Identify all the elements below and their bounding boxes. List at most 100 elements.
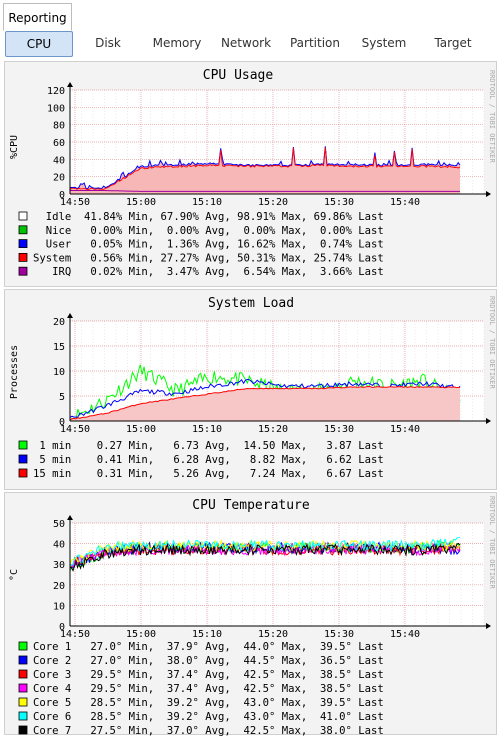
chart-title: CPU Usage: [203, 68, 274, 83]
y-tick-label: 5: [59, 392, 65, 403]
y-axis-arrow: [67, 515, 73, 520]
y-tick-label: 40: [53, 540, 65, 551]
legend-entry: Core 2 27.0° Min, 38.0° Avg, 44.5° Max, …: [33, 655, 384, 667]
legend-swatch: [18, 454, 28, 464]
legend-entry: Idle 41.84% Min, 67.90% Avg, 98.91% Max,…: [33, 211, 384, 223]
legend-swatch: [18, 655, 28, 665]
x-tick-label: 15:40: [390, 629, 420, 640]
grid: [69, 89, 485, 195]
cpu-usage-panel: CPU Usage RRDTOOL / TOBI OETIKER %CPU 14…: [4, 61, 497, 287]
cpu-temperature-panel: CPU Temperature RRDTOOL / TOBI OETIKER °…: [4, 492, 497, 737]
legend: 1 min 0.27 Min, 6.73 Avg, 14.50 Max, 3.8…: [18, 440, 384, 480]
x-tick-label: 15:20: [258, 197, 288, 208]
system-load-panel: System Load RRDTOOL / TOBI OETIKER Proce…: [4, 289, 497, 490]
series-1-min: [69, 364, 461, 422]
x-axis-arrow: [486, 623, 491, 629]
y-tick-label: 30: [53, 560, 65, 571]
legend-swatch: [18, 725, 28, 735]
legend: Core 1 27.0° Min, 37.9° Avg, 44.0° Max, …: [18, 641, 384, 737]
legend-entry: 5 min 0.41 Min, 6.28 Avg, 8.82 Max, 6.62…: [33, 454, 384, 466]
tab-reporting[interactable]: Reporting: [3, 3, 72, 31]
legend-entry: 1 min 0.27 Min, 6.73 Avg, 14.50 Max, 3.8…: [33, 440, 384, 452]
x-tick-label: 15:10: [192, 629, 222, 640]
legend-swatch: [18, 711, 28, 721]
legend-swatch: [18, 697, 28, 707]
legend-entry: IRQ 0.02% Min, 3.47% Avg, 6.54% Max, 3.6…: [33, 266, 384, 278]
series-irq: [70, 190, 460, 192]
chart-title: CPU Temperature: [192, 498, 310, 513]
y-tick-label: 100: [47, 103, 65, 114]
legend-swatch: [18, 239, 28, 249]
subtab-target[interactable]: Target: [434, 36, 472, 50]
subtab-cpu[interactable]: CPU: [5, 31, 73, 57]
series-system: [69, 147, 461, 191]
y-axis-label: °C: [9, 569, 20, 581]
watermark: RRDTOOL / TOBI OETIKER: [488, 296, 496, 390]
legend-swatch: [18, 266, 28, 276]
axes: 14:50 15:00 15:10 15:20 15:30 15:40 0 20 40 60 80 1…: [47, 82, 491, 208]
series-layer: [69, 146, 461, 194]
series-core-6: [69, 536, 461, 568]
legend-entry: Core 7 27.5° Min, 37.0° Avg, 42.5° Max, …: [33, 725, 384, 736]
y-tick-label: 20: [53, 317, 65, 328]
y-axis-arrow: [67, 82, 73, 87]
y-tick-label: 0: [59, 417, 65, 428]
legend-swatch: [18, 225, 28, 235]
y-tick-label: 15: [53, 342, 65, 353]
subtab-memory[interactable]: Memory: [152, 36, 202, 50]
legend-swatch: [18, 440, 28, 450]
axes: 14:50 15:00 15:10 15:20 15:30 15:40 0 5 10 15 20: [53, 313, 491, 435]
y-tick-label: 20: [53, 581, 65, 592]
system-load-chart: System Load RRDTOOL / TOBI OETIKER Proce…: [9, 296, 496, 480]
legend-swatch: [18, 211, 28, 221]
x-tick-label: 15:40: [390, 197, 420, 208]
x-tick-label: 14:50: [60, 197, 90, 208]
watermark: RRDTOOL / TOBI OETIKER: [488, 70, 496, 164]
legend-swatch: [18, 669, 28, 679]
reporting-subtabs: CPU Disk Memory Network Partition System…: [0, 31, 500, 59]
watermark: RRDTOOL / TOBI OETIKER: [488, 496, 496, 590]
x-tick-label: 15:20: [258, 629, 288, 640]
legend-entry: 15 min 0.31 Min, 5.26 Avg, 7.24 Max, 6.6…: [33, 468, 384, 480]
y-tick-label: 50: [53, 519, 65, 530]
y-tick-label: 120: [47, 86, 65, 97]
x-axis-arrow: [486, 418, 491, 424]
x-tick-label: 15:30: [324, 424, 354, 435]
series-layer: [69, 536, 461, 572]
subtab-disk[interactable]: Disk: [95, 36, 121, 50]
legend-entry: User 0.05% Min, 1.36% Avg, 16.62% Max, 0…: [33, 239, 384, 251]
grid: [69, 522, 485, 627]
y-tick-label: 40: [53, 155, 65, 166]
legend: Idle 41.84% Min, 67.90% Avg, 98.91% Max,…: [18, 211, 384, 278]
subtab-partition[interactable]: Partition: [289, 36, 340, 50]
legend-entry: Core 1 27.0° Min, 37.9° Avg, 44.0° Max, …: [33, 641, 384, 653]
x-tick-label: 14:50: [60, 629, 90, 640]
legend-swatch: [18, 641, 28, 651]
x-tick-label: 15:10: [192, 197, 222, 208]
series-5-min: [69, 378, 461, 418]
subtab-system[interactable]: System: [361, 36, 407, 50]
legend-entry: Core 3 29.5° Min, 37.4° Avg, 42.5° Max, …: [33, 669, 384, 681]
x-tick-label: 15:20: [258, 424, 288, 435]
x-tick-label: 14:50: [60, 424, 90, 435]
legend-entry: System 0.56% Min, 27.27% Avg, 50.31% Max…: [33, 252, 384, 264]
series-layer: [69, 364, 461, 422]
chart-title: System Load: [208, 296, 294, 311]
system-area: [70, 146, 460, 194]
y-tick-label: 80: [53, 121, 65, 132]
legend-entry: Core 6 28.5° Min, 39.2° Avg, 43.0° Max, …: [33, 711, 384, 723]
y-tick-label: 10: [53, 601, 65, 612]
legend-entry: Nice 0.00% Min, 0.00% Avg, 0.00% Max, 0.…: [33, 225, 384, 237]
legend-entry: Core 4 29.5° Min, 37.4° Avg, 42.5° Max, …: [33, 683, 384, 695]
x-tick-label: 15:30: [324, 629, 354, 640]
legend-entry: Core 5 28.5° Min, 39.2° Avg, 43.0° Max, …: [33, 697, 384, 709]
subtab-network[interactable]: Network: [220, 36, 272, 50]
legend-swatch: [18, 252, 28, 262]
series-core-7: [69, 542, 461, 572]
x-tick-label: 15:00: [126, 629, 156, 640]
main-tabbar: Reporting: [0, 0, 500, 32]
x-tick-label: 15:00: [126, 197, 156, 208]
x-tick-label: 15:30: [324, 197, 354, 208]
x-tick-label: 15:10: [192, 424, 222, 435]
axes: 14:50 15:00 15:10 15:20 15:30 15:40 0 10 20 30 40 5…: [53, 515, 491, 640]
